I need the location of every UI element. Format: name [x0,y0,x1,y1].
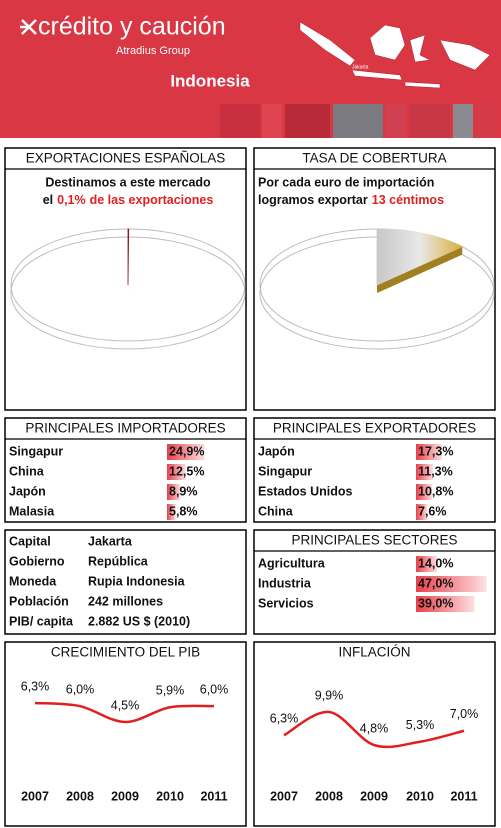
info-value: República [88,554,149,568]
panel [4,417,247,523]
line [283,710,465,749]
bar-label: 10,8% [418,484,453,498]
bar [416,484,433,500]
sentence-prefix: logramos exportar [258,193,368,207]
info-label: Población [9,594,69,608]
panel-title: PRINCIPALES IMPORTADORES [25,421,225,436]
pie-slice [376,228,464,286]
bar [416,576,487,592]
header-blocks [220,104,495,138]
bar-category: China [258,504,294,518]
panel [253,147,496,411]
bar-category: Japón [9,484,46,498]
map [299,21,491,89]
bar [416,444,442,460]
value-sentence: logramos exportar 13 céntimos [258,193,444,207]
bar-category: Japón [258,444,295,458]
x-tick-label: 2008 [66,789,94,803]
info-label: Capital [9,534,51,548]
bar [167,484,181,500]
bar-category: Servicios [258,596,314,610]
panel [4,529,247,635]
group: Atradius Group [116,45,190,57]
bar-category: Industria [258,576,312,590]
bar-category: China [9,464,45,478]
sentence-value: 13 céntimos [372,193,444,207]
bar-category: Malasia [9,504,55,518]
bar [416,504,428,520]
panel [4,641,247,827]
x-tick-label: 2010 [406,789,434,803]
point-label: 9,9% [315,688,344,702]
map-label: Jakarta [352,64,369,70]
bar-label: 5,8% [169,504,198,518]
point-label: 6,3% [270,712,299,726]
line [34,701,215,724]
point-label: 5,3% [406,718,435,732]
x-tick-label: 2009 [360,789,388,803]
x-tick-label: 2007 [270,789,298,803]
intro-text: Por cada euro de importación [258,175,434,189]
point-label: 4,8% [360,721,389,735]
sentence-suffix: de las exportaciones [90,193,214,207]
panel-title: PRINCIPALES SECTORES [291,533,457,548]
logo-star [20,19,37,35]
bar-label: 12,5% [169,464,204,478]
point-label: 6,0% [66,682,95,696]
bar-category: Singapur [9,444,63,458]
panel-title: PRINCIPALES EXPORTADORES [273,421,476,436]
info-label: PIB/ capita [9,614,74,628]
country: Indonesia [170,71,250,90]
bar-category: Estados Unidos [258,484,353,498]
x-tick-label: 2008 [315,789,343,803]
info-value: Jakarta [88,534,133,548]
bar [416,596,475,612]
pie-slice [127,228,130,286]
bar-label: 17,3% [418,444,453,458]
info-value: 242 millones [88,594,163,608]
bar-label: 47,0% [418,576,453,590]
bar [416,556,437,572]
bar [167,504,176,520]
x-tick-label: 2011 [450,789,477,803]
x-tick-label: 2011 [200,789,227,803]
bar-label: 24,9% [169,444,204,458]
bar-category: Singapur [258,464,312,478]
info-value: 2.882 US $ (2010) [88,614,190,628]
bar [167,464,186,480]
panel-title: INFLACIÓN [338,645,410,660]
intro-text: Destinamos a este mercado [45,175,211,189]
bar-category: Agricultura [258,556,326,570]
brand: crédito y caución [38,13,226,41]
x-tick-label: 2009 [111,789,139,803]
bar-label: 39,0% [418,596,453,610]
x-tick-label: 2010 [156,789,184,803]
pie-slice-side [377,246,463,293]
sentence-value: 0,1% [57,193,86,207]
header-gap [0,138,501,144]
bar-label: 7,6% [418,504,447,518]
panel-title: EXPORTACIONES ESPAÑOLAS [26,151,226,166]
bar-label: 8,9% [169,484,198,498]
bar [416,464,433,480]
panel [4,147,247,411]
bar-label: 14,0% [418,556,453,570]
point-label: 5,9% [156,684,185,698]
panel-title: CRECIMIENTO DEL PIB [51,645,200,660]
info-value: Rupia Indonesia [88,574,186,588]
panel-title: TASA DE COBERTURA [302,151,446,166]
value-sentence: el 0,1% de las exportaciones [43,193,214,207]
sentence-prefix: el [43,193,53,207]
point-label: 7,0% [450,707,479,721]
x-tick-label: 2007 [21,789,49,803]
point-label: 4,5% [111,698,140,712]
bar [167,444,205,460]
info-label: Moneda [9,574,57,588]
info-label: Gobierno [9,554,65,568]
panel [253,417,496,523]
bar-label: 11,3% [418,464,453,478]
point-label: 6,0% [200,682,229,696]
point-label: 6,3% [21,679,50,693]
